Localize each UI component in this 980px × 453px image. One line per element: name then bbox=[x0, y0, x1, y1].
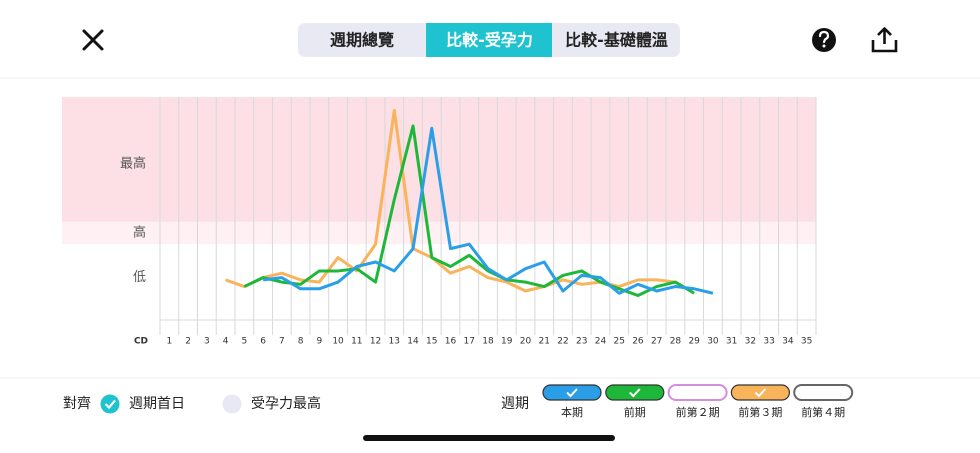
share-button[interactable] bbox=[871, 27, 898, 53]
help-dot bbox=[822, 44, 826, 48]
tab-label: 週期總覽 bbox=[330, 31, 394, 50]
fertility-band bbox=[62, 221, 816, 245]
x-tick-label: 18 bbox=[482, 337, 494, 347]
y-tick-label: 高 bbox=[133, 225, 146, 241]
help-glyph bbox=[818, 30, 830, 44]
legend-pill bbox=[605, 384, 665, 401]
tab[interactable]: 週期總覽 bbox=[330, 31, 394, 50]
legend-check bbox=[629, 388, 641, 398]
align-option-label: 受孕力最高 bbox=[251, 395, 321, 412]
x-tick-label: 22 bbox=[557, 337, 568, 347]
x-tick-label: 6 bbox=[260, 337, 266, 347]
fertility-band bbox=[62, 97, 816, 222]
share-tray bbox=[871, 40, 898, 53]
x-tick-label: 26 bbox=[632, 337, 644, 347]
align-label: 對齊 bbox=[63, 395, 91, 412]
x-tick-label: 27 bbox=[651, 337, 662, 347]
x-tick-label: 5 bbox=[241, 337, 247, 347]
tab-label: 比較-受孕力 bbox=[446, 31, 533, 50]
legend-label: 前第３期 bbox=[738, 405, 782, 419]
x-tick-label: 12 bbox=[370, 337, 381, 347]
legend-pill bbox=[542, 384, 602, 401]
x-tick-label: 20 bbox=[520, 337, 532, 347]
y-tick-label: 最高 bbox=[120, 155, 146, 171]
x-tick-label: 4 bbox=[223, 337, 229, 347]
align-option[interactable]: 受孕力最高 bbox=[222, 394, 322, 414]
x-tick-label: 34 bbox=[782, 337, 794, 347]
legend-pill bbox=[730, 384, 791, 401]
x-tick-label: 11 bbox=[351, 337, 362, 347]
legend-toggle[interactable]: 本期 bbox=[542, 384, 602, 419]
y-tick-label: 低 bbox=[133, 270, 146, 285]
x-tick-label: 9 bbox=[316, 337, 322, 347]
tab[interactable]: 比較-受孕力 bbox=[426, 23, 552, 57]
legend-check bbox=[566, 388, 578, 398]
x-tick-label: 7 bbox=[279, 337, 285, 347]
legend-check bbox=[754, 388, 767, 398]
x-tick-label: 2 bbox=[185, 337, 191, 347]
x-axis-label: CD bbox=[134, 337, 148, 347]
close-button[interactable] bbox=[82, 29, 104, 51]
legend-label: 前第２期 bbox=[676, 405, 720, 419]
close-icon bbox=[82, 29, 104, 51]
legend-toggle[interactable]: 前第４期 bbox=[793, 384, 854, 419]
help-button[interactable] bbox=[812, 28, 836, 52]
x-tick-label: 8 bbox=[298, 337, 304, 347]
x-tick-label: 24 bbox=[595, 337, 607, 347]
x-tick-label: 19 bbox=[501, 337, 513, 347]
x-tick-label: 29 bbox=[688, 337, 700, 347]
align-option-label: 週期首日 bbox=[129, 396, 185, 412]
x-tick-label: 31 bbox=[726, 337, 737, 347]
align-option[interactable]: 週期首日 bbox=[100, 394, 186, 414]
tab-active-bg bbox=[426, 23, 552, 57]
legend-label: 前第４期 bbox=[801, 405, 845, 419]
legend-label: 前期 bbox=[624, 405, 646, 419]
x-tick-label: 30 bbox=[707, 337, 719, 347]
legend-toggle[interactable]: 前第３期 bbox=[730, 384, 791, 419]
legend-label: 本期 bbox=[561, 405, 583, 419]
series-line bbox=[262, 126, 714, 295]
x-tick-label: 14 bbox=[407, 337, 419, 347]
series-line bbox=[243, 124, 695, 297]
x-tick-label: 21 bbox=[539, 337, 550, 347]
home-indicator bbox=[363, 435, 615, 441]
legend-toggle[interactable]: 前第２期 bbox=[667, 384, 728, 419]
x-tick-label: 25 bbox=[613, 337, 624, 347]
radio bbox=[100, 394, 120, 414]
x-tick-label: 1 bbox=[167, 337, 173, 347]
tab[interactable]: 比較-基礎體溫 bbox=[565, 31, 668, 50]
tab-label: 比較-基礎體溫 bbox=[565, 31, 668, 50]
x-tick-label: 13 bbox=[389, 337, 400, 347]
x-tick-label: 3 bbox=[204, 337, 210, 347]
legend-title: 週期 bbox=[501, 396, 529, 412]
legend-toggle[interactable]: 前期 bbox=[605, 384, 665, 419]
x-tick-label: 16 bbox=[445, 337, 457, 347]
x-tick-label: 32 bbox=[745, 337, 756, 347]
legend-pill bbox=[793, 384, 854, 401]
x-tick-label: 28 bbox=[670, 337, 682, 347]
share-arrow bbox=[877, 27, 892, 44]
x-tick-label: 15 bbox=[426, 337, 437, 347]
legend-pill bbox=[667, 384, 728, 401]
x-tick-label: 35 bbox=[801, 337, 812, 347]
x-tick-label: 33 bbox=[763, 337, 774, 347]
x-tick-label: 17 bbox=[464, 337, 475, 347]
radio-check bbox=[104, 399, 116, 410]
radio bbox=[222, 394, 242, 414]
x-tick-label: 23 bbox=[576, 337, 587, 347]
x-tick-label: 10 bbox=[332, 337, 344, 347]
